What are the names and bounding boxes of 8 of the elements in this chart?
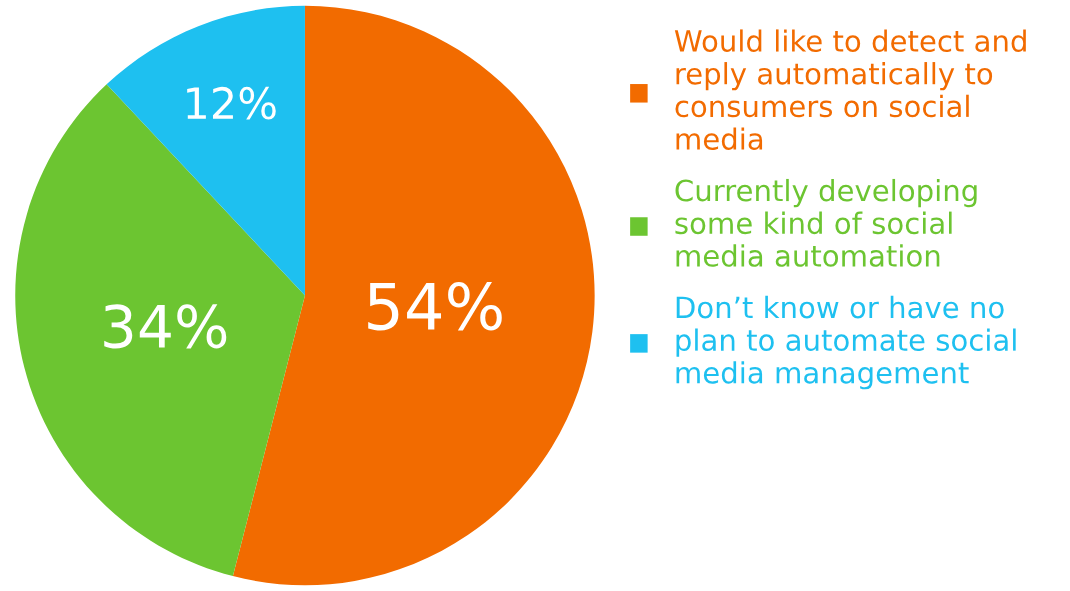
pie-slice [106,5,305,296]
data-label: 12% [187,86,276,120]
data-label: 34% [104,304,227,349]
legend-label: Would like to detect and reply automatically to consumers on social media [674,29,1026,150]
pie-slice [15,84,305,577]
data-label: 54% [368,282,502,331]
legend-label: Currently developing some kind of social media automation [675,178,977,267]
legend-label: Don’t know or have no plan to automate social media management [676,295,1016,390]
